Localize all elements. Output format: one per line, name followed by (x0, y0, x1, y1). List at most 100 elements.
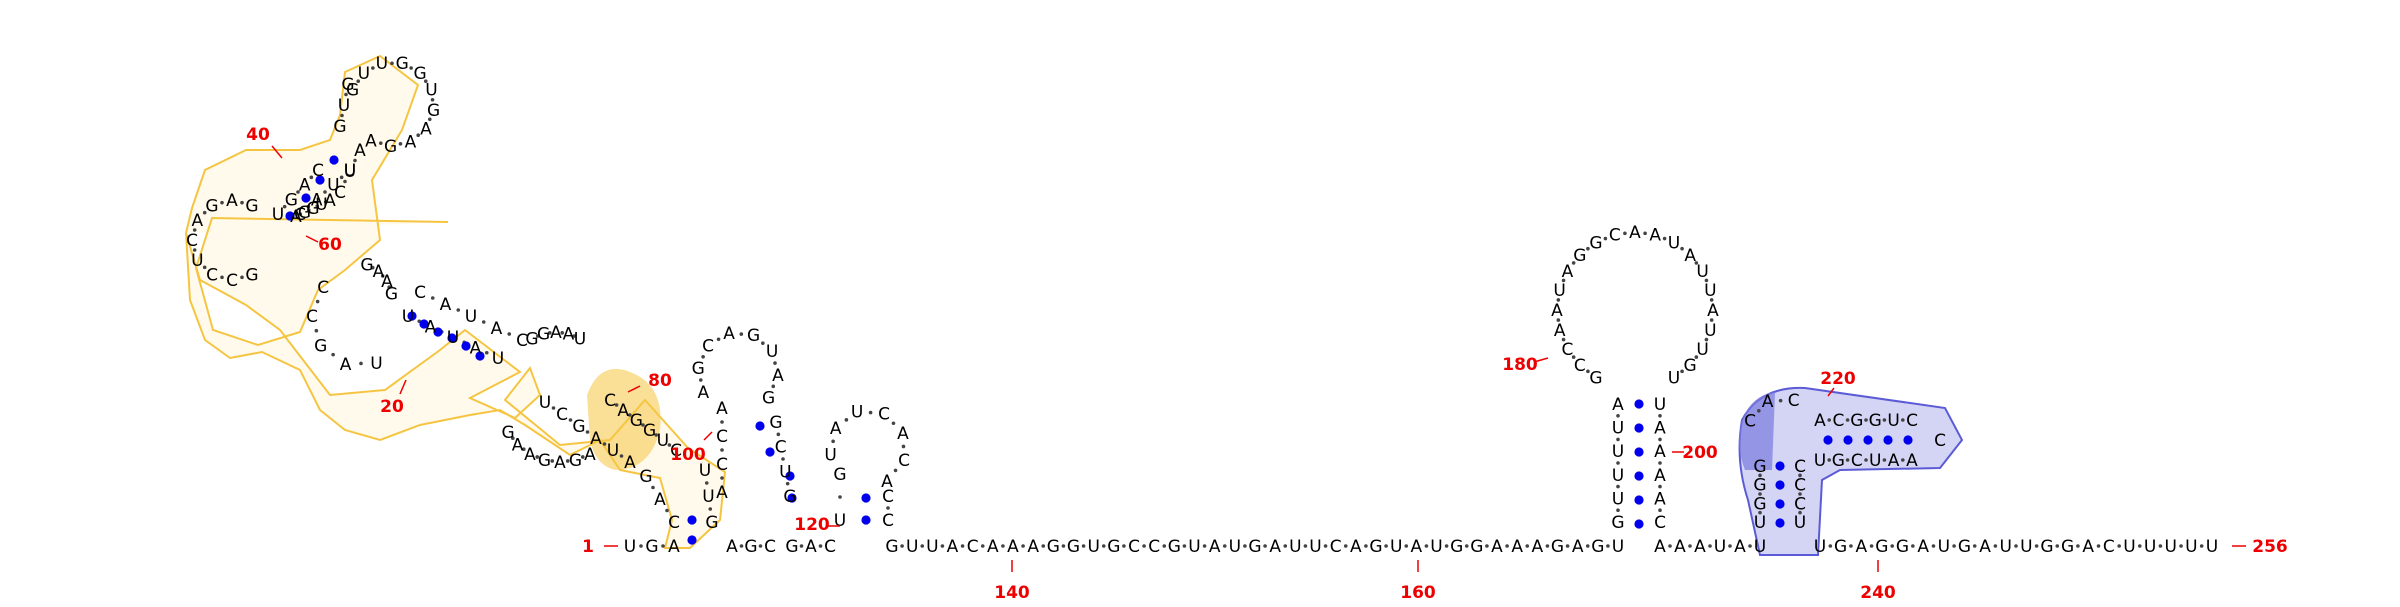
nucleotide: U (1887, 411, 1899, 431)
backbone-dot (661, 544, 665, 548)
nucleotide: U (624, 537, 636, 557)
backbone-dot (2014, 544, 2018, 548)
backbone-dot (1643, 231, 1647, 236)
backbone-dot (427, 117, 432, 122)
backbone-dot (1182, 544, 1187, 548)
nucleotide: G (205, 196, 218, 216)
backbone-dot (720, 420, 724, 424)
nucleotide: U (834, 511, 846, 531)
backbone-dot (628, 413, 632, 417)
backbone-dot (704, 481, 709, 485)
backbone-dot (844, 418, 849, 422)
nucleotide: G (384, 137, 397, 157)
nucleotide: C (967, 537, 979, 557)
nucleotide: U (1754, 513, 1766, 533)
nucleotide: G (314, 337, 327, 357)
nucleotide: A (381, 272, 393, 292)
backbone-dot (1586, 369, 1590, 374)
backbone-dot (1758, 510, 1762, 515)
backbone-dot (2137, 544, 2142, 548)
nucleotide: C (1794, 457, 1806, 477)
backbone-dot (296, 190, 300, 194)
nucleotide: G (285, 190, 298, 210)
backbone-dot (484, 350, 489, 355)
nucleotide: C (1562, 340, 1574, 360)
nucleotide: C (2103, 537, 2115, 557)
index-label: 1 (582, 537, 594, 557)
nucleotide: U (1814, 451, 1826, 471)
backbone-dot (356, 79, 361, 84)
nucleotide: A (1694, 537, 1706, 557)
backbone-dot (1901, 458, 1905, 462)
nucleotide: A (1629, 223, 1641, 243)
backbone-dot (565, 459, 570, 463)
backbone-dot (1728, 544, 1732, 548)
nucleotide: C (670, 441, 682, 461)
nucleotide: A (491, 319, 503, 339)
backbone-dot (893, 468, 898, 473)
backbone-dot (370, 265, 375, 270)
backbone-dot (380, 274, 385, 278)
nucleotide: C (312, 161, 324, 181)
backbone-dot (1668, 544, 1672, 548)
nucleotide: U (1087, 537, 1099, 557)
nucleotide: G (833, 465, 846, 485)
backbone-dot (560, 331, 565, 335)
backbone-dot (323, 190, 327, 194)
base-pair-dot (1634, 519, 1644, 529)
backbone-dot (1485, 544, 1489, 548)
backbone-dot (1243, 544, 1247, 548)
backbone-dot (1561, 278, 1566, 283)
backbone-dot (1616, 461, 1620, 465)
nucleotide: G (1869, 411, 1882, 431)
backbone-dot (1162, 544, 1167, 548)
base-pair-dot (1843, 435, 1853, 445)
backbone-dot (220, 275, 224, 280)
index-label: 40 (246, 125, 270, 145)
nucleotide: A (805, 537, 817, 557)
backbone-dot (920, 544, 925, 548)
nucleotide: G (333, 117, 346, 137)
backbone-dot (423, 79, 428, 84)
nucleotide: C (878, 405, 890, 425)
backbone-dot (1525, 544, 1530, 548)
backbone-dot (202, 210, 207, 215)
backbone-dot (720, 476, 724, 480)
nucleotide: A (554, 453, 566, 473)
backbone-dot (1688, 544, 1692, 548)
backbone-dot (602, 442, 607, 446)
backbone-dot (315, 204, 320, 208)
nucleotide: U (1188, 537, 1200, 557)
nucleotide: A (897, 424, 909, 444)
nucleotide: U (425, 81, 437, 101)
nucleotide: U (1869, 451, 1881, 471)
backbone-dot (1561, 337, 1566, 342)
base-pair-dot (433, 327, 443, 337)
base-pair-dot (1634, 495, 1644, 505)
backbone-dot (298, 212, 303, 216)
base-pair-dot (315, 175, 325, 185)
nucleotide: C (1832, 411, 1844, 431)
nucleotide: G (1896, 537, 1909, 557)
nucleotide: C (294, 205, 306, 225)
backbone-dot (1404, 544, 1409, 548)
nucleotide: U (1704, 281, 1716, 301)
nucleotide: G (1875, 537, 1888, 557)
nucleotide: A (425, 318, 437, 338)
backbone-dot (456, 308, 461, 312)
nucleotide: A (2082, 537, 2094, 557)
nucleotide: G (1450, 537, 1463, 557)
nucleotide: A (1674, 537, 1686, 557)
nucleotide: A (1027, 537, 1039, 557)
nucleotide: G (1589, 233, 1602, 253)
nucleotide: A (1350, 537, 1362, 557)
nucleotide: A (1654, 466, 1666, 486)
base-pair-dot (1903, 435, 1913, 445)
backbone-dot (1704, 278, 1709, 283)
backbone-dot (1694, 355, 1699, 359)
nucleotide: A (1269, 537, 1281, 557)
backbone-dot (315, 299, 320, 304)
nucleotide: C (775, 438, 787, 458)
backbone-dot (331, 352, 335, 357)
